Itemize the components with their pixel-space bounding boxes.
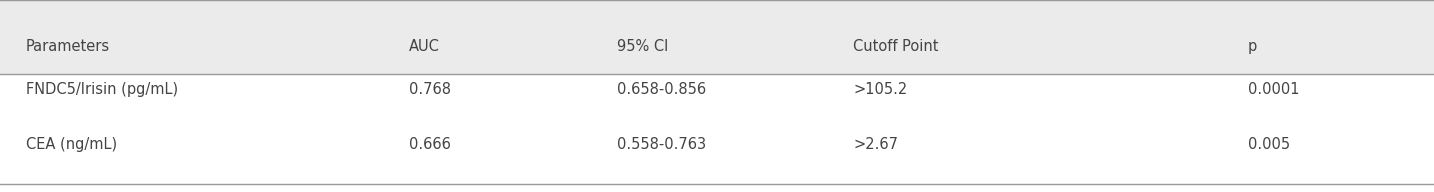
Text: 95% CI: 95% CI: [617, 39, 668, 54]
Text: 0.0001: 0.0001: [1248, 82, 1299, 97]
Text: FNDC5/Irisin (pg/mL): FNDC5/Irisin (pg/mL): [26, 82, 178, 97]
Text: 0.658-0.856: 0.658-0.856: [617, 82, 706, 97]
Text: 0.768: 0.768: [409, 82, 450, 97]
Text: Cutoff Point: Cutoff Point: [853, 39, 939, 54]
Text: 0.666: 0.666: [409, 137, 450, 152]
FancyBboxPatch shape: [0, 0, 1434, 74]
Text: 0.005: 0.005: [1248, 137, 1289, 152]
Text: Parameters: Parameters: [26, 39, 110, 54]
Text: 0.558-0.763: 0.558-0.763: [617, 137, 706, 152]
Text: p: p: [1248, 39, 1256, 54]
Text: AUC: AUC: [409, 39, 440, 54]
Text: >105.2: >105.2: [853, 82, 908, 97]
Text: CEA (ng/mL): CEA (ng/mL): [26, 137, 118, 152]
Text: >2.67: >2.67: [853, 137, 898, 152]
